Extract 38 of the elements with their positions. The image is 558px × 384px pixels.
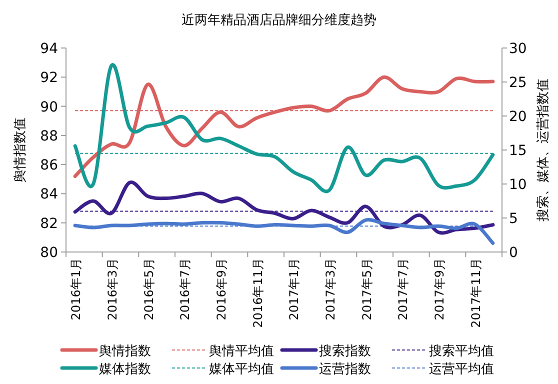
x-tick-label: 2017年11月 (468, 258, 483, 328)
y-tick-label: 90 (40, 99, 58, 116)
y2-tick-label: 15 (509, 143, 527, 159)
legend-label: 搜索指数 (319, 344, 371, 359)
x-tick-label: 2016年3月 (105, 258, 120, 320)
x-tick-label: 2016年11月 (250, 258, 265, 328)
legend-label: 媒体平均值 (209, 362, 274, 377)
legend-label: 运营指数 (319, 362, 371, 377)
legend-label: 舆情指数 (99, 344, 151, 359)
y-tick-label: 80 (40, 245, 58, 261)
y2-tick-label: 25 (509, 75, 527, 91)
chart-title: 近两年精品酒店品牌细分维度趋势 (182, 12, 376, 28)
y2-tick-label: 10 (509, 177, 527, 193)
y2-tick-label: 30 (509, 41, 527, 57)
x-tick-label: 2016年1月 (69, 258, 84, 320)
x-tick-label: 2017年5月 (360, 258, 374, 320)
y-tick-label: 86 (40, 158, 58, 174)
x-tick-label: 2016年9月 (214, 258, 228, 320)
y2-tick-label: 20 (509, 109, 527, 125)
y-tick-label: 82 (40, 216, 58, 232)
y2-axis-title: 搜索、媒体、运营指数值 (536, 78, 551, 222)
legend-label: 搜索平均值 (429, 344, 494, 359)
x-tick-label: 2017年9月 (432, 258, 446, 320)
legend-label: 舆情平均值 (209, 344, 274, 359)
legend-label: 媒体指数 (99, 362, 151, 377)
y-tick-label: 84 (40, 186, 58, 203)
y-tick-label: 92 (40, 70, 58, 86)
y2-tick-label: 0 (509, 245, 518, 261)
x-tick-label: 2017年1月 (287, 258, 302, 320)
x-tick-label: 2016年7月 (178, 258, 192, 320)
y-tick-label: 88 (40, 128, 58, 144)
x-tick-label: 2017年3月 (323, 258, 338, 320)
y-tick-label: 94 (40, 41, 58, 57)
y2-tick-label: 5 (509, 211, 518, 227)
x-tick-label: 2017年7月 (396, 258, 410, 320)
legend-label: 运营平均值 (429, 362, 494, 377)
x-tick-label: 2016年5月 (142, 258, 156, 320)
y-axis-title: 舆情指数值 (13, 118, 28, 182)
